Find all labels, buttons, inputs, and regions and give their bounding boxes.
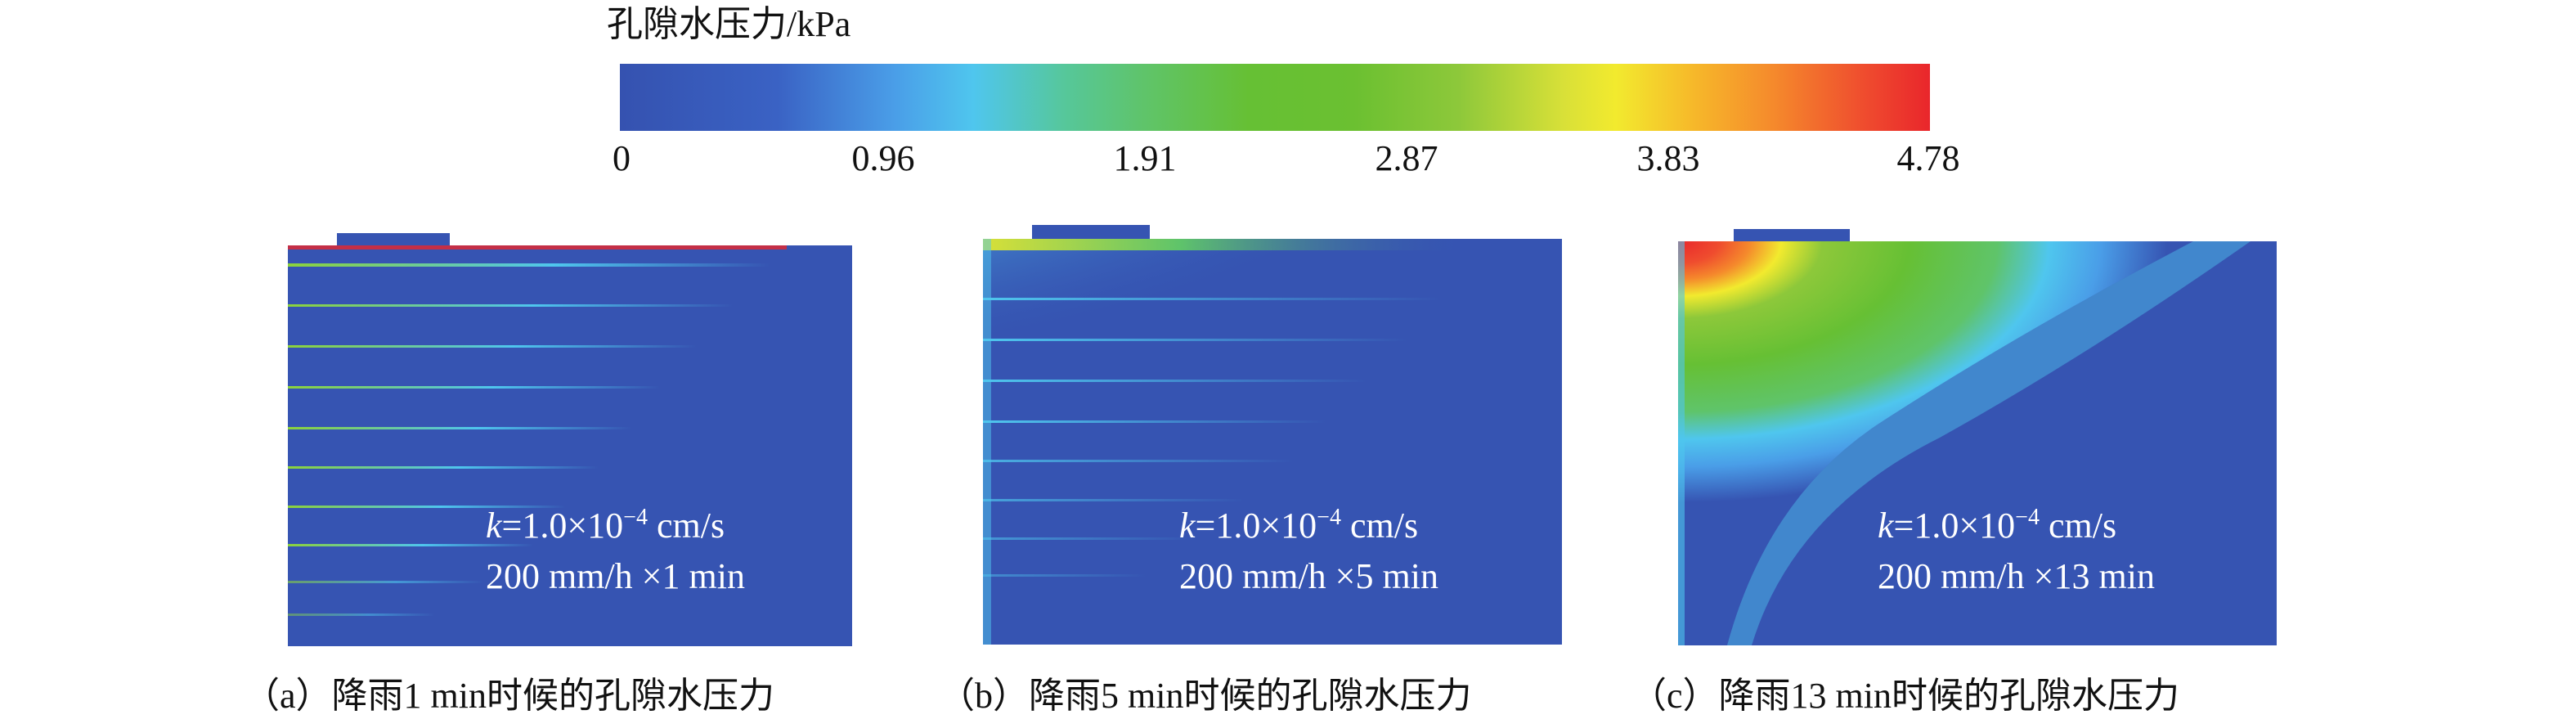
panel-b-caption: （b）降雨5 min时候的孔隙水压力	[939, 676, 1472, 716]
panel-a-pore-pressure-field	[288, 245, 852, 646]
panel-b-rain-label: 200 mm/h ×5 min	[1179, 556, 1438, 596]
panel-c-k-unit: cm/s	[2039, 506, 2117, 546]
panel-c-annotation: k=1.0×10−4 cm/s 200 mm/h ×13 min	[1878, 501, 2155, 602]
colorbar-tick-3: 2.87	[1375, 138, 1438, 178]
colorbar-tick-5: 4.78	[1896, 138, 1960, 178]
colorbar-tick-0: 0	[613, 138, 631, 178]
panel-a-k-value: =1.0×10	[501, 506, 624, 546]
colorbar-tick-1: 0.96	[851, 138, 915, 178]
panel-c-k-exponent: −4	[2015, 505, 2040, 530]
panel-c-rain-label: 200 mm/h ×13 min	[1878, 556, 2155, 596]
panel-b-k-exponent: −4	[1317, 505, 1341, 530]
panel-a-caption: （a）降雨1 min时候的孔隙水压力	[244, 676, 774, 716]
panel-a-contour-svg	[288, 245, 852, 646]
panel-a-k-symbol: k	[486, 506, 502, 546]
panel-c-pore-pressure-field	[1678, 241, 2277, 645]
colorbar-title: 孔隙水压力/kPa	[607, 4, 851, 44]
panel-c-contour-svg	[1678, 241, 2277, 645]
panel-b-contour-svg	[983, 239, 1562, 645]
panel-b-k-value: =1.0×10	[1195, 506, 1317, 546]
panel-b-pore-pressure-field	[983, 239, 1562, 645]
colorbar-tick-2: 1.91	[1113, 138, 1177, 178]
panel-a-k-unit: cm/s	[647, 506, 725, 546]
panel-a-annotation: k=1.0×10−4 cm/s 200 mm/h ×1 min	[486, 501, 745, 602]
colorbar-tick-4: 3.83	[1636, 138, 1700, 178]
panel-a-rain-label: 200 mm/h ×1 min	[486, 556, 745, 596]
panel-b-k-symbol: k	[1179, 506, 1196, 546]
panel-a-k-exponent: −4	[623, 505, 648, 530]
panel-c-k-value: =1.0×10	[1893, 506, 2016, 546]
panel-c-caption: （c）降雨13 min时候的孔隙水压力	[1631, 676, 2179, 716]
panel-b-annotation: k=1.0×10−4 cm/s 200 mm/h ×5 min	[1179, 501, 1438, 602]
colorbar	[620, 64, 1930, 131]
panel-c-k-symbol: k	[1878, 506, 1894, 546]
panel-b-k-unit: cm/s	[1340, 506, 1419, 546]
